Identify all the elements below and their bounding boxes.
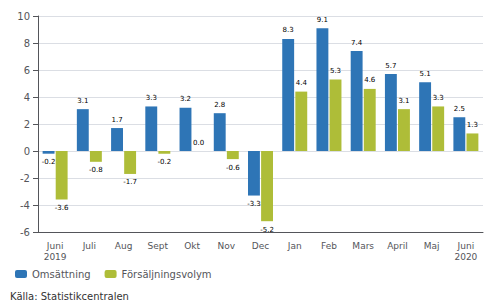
svg-text:9.1: 9.1 — [317, 16, 328, 24]
svg-text:Mars: Mars — [352, 241, 374, 251]
svg-text:3.1: 3.1 — [77, 97, 88, 105]
svg-text:5.3: 5.3 — [330, 67, 341, 75]
svg-text:4: 4 — [24, 92, 30, 103]
svg-text:Maj: Maj — [424, 241, 440, 251]
svg-text:Feb: Feb — [321, 241, 337, 251]
svg-text:0.0: 0.0 — [193, 139, 204, 147]
svg-text:Omsättning: Omsättning — [32, 269, 91, 280]
svg-text:2.8: 2.8 — [214, 101, 225, 109]
svg-text:4.6: 4.6 — [364, 76, 376, 84]
svg-text:2.5: 2.5 — [454, 105, 465, 113]
svg-text:Sept: Sept — [148, 241, 169, 251]
svg-text:Jan: Jan — [287, 241, 302, 251]
svg-text:10: 10 — [17, 11, 30, 22]
svg-text:-0.2: -0.2 — [158, 158, 172, 166]
svg-text:-4: -4 — [20, 200, 30, 211]
svg-text:2: 2 — [24, 119, 30, 130]
svg-text:-5.2: -5.2 — [260, 226, 274, 234]
svg-text:-1.7: -1.7 — [123, 178, 137, 186]
svg-text:Juni: Juni — [46, 241, 64, 251]
svg-text:2019: 2019 — [44, 252, 67, 262]
svg-text:-3.3: -3.3 — [247, 200, 261, 208]
svg-text:1.3: 1.3 — [467, 121, 478, 129]
svg-text:3.1: 3.1 — [398, 97, 409, 105]
svg-text:-0.2: -0.2 — [42, 158, 56, 166]
svg-text:5.1: 5.1 — [420, 70, 431, 78]
svg-text:8: 8 — [24, 38, 30, 49]
svg-text:2020: 2020 — [454, 252, 477, 262]
svg-text:5.7: 5.7 — [385, 62, 396, 70]
svg-text:0: 0 — [24, 146, 30, 157]
svg-text:-2: -2 — [20, 173, 30, 184]
svg-text:1.7: 1.7 — [111, 116, 122, 124]
svg-text:Dec: Dec — [252, 241, 269, 251]
svg-text:Källa: Statistikcentralen: Källa: Statistikcentralen — [10, 291, 129, 302]
svg-text:-6: -6 — [20, 227, 30, 238]
svg-text:-0.8: -0.8 — [89, 166, 103, 174]
svg-text:Försäljningsvolym: Försäljningsvolym — [122, 269, 212, 280]
svg-text:Okt: Okt — [184, 241, 200, 251]
svg-text:Juli: Juli — [82, 241, 96, 251]
svg-text:7.4: 7.4 — [351, 39, 363, 47]
svg-text:6: 6 — [24, 65, 30, 76]
svg-text:April: April — [387, 241, 408, 251]
svg-text:4.4: 4.4 — [296, 79, 308, 87]
svg-text:-3.6: -3.6 — [55, 204, 69, 212]
svg-text:3.3: 3.3 — [433, 94, 444, 102]
svg-text:8.3: 8.3 — [283, 26, 294, 34]
svg-text:3.2: 3.2 — [180, 95, 191, 103]
svg-text:Nov: Nov — [217, 241, 235, 251]
svg-text:-0.6: -0.6 — [226, 164, 240, 172]
svg-text:3.3: 3.3 — [146, 94, 157, 102]
svg-text:Juni: Juni — [457, 241, 475, 251]
svg-text:Aug: Aug — [115, 241, 133, 251]
